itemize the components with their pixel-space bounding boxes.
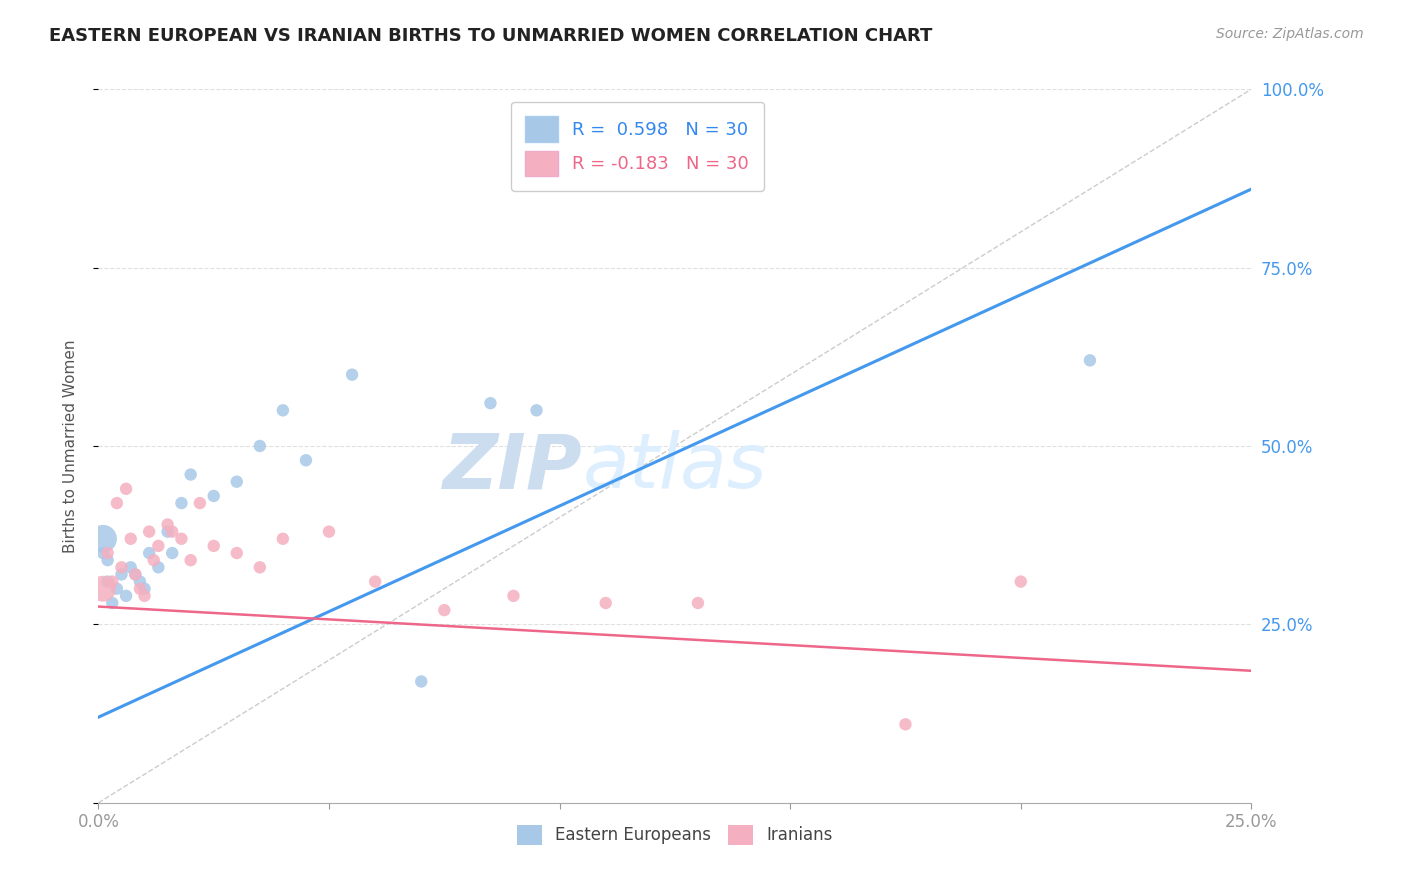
- Y-axis label: Births to Unmarried Women: Births to Unmarried Women: [63, 339, 77, 553]
- Point: [188, 496, 211, 510]
- Point: [526, 403, 548, 417]
- Point: [170, 496, 193, 510]
- Point: [115, 482, 138, 496]
- Point: [894, 717, 917, 731]
- Point: [110, 567, 132, 582]
- Point: [97, 546, 120, 560]
- Point: [148, 539, 170, 553]
- Point: [686, 596, 709, 610]
- Point: [411, 674, 433, 689]
- Point: [110, 560, 132, 574]
- Point: [664, 107, 686, 121]
- Point: [97, 553, 120, 567]
- Point: [91, 532, 114, 546]
- Point: [202, 539, 225, 553]
- Point: [364, 574, 387, 589]
- Point: [148, 560, 170, 574]
- Point: [595, 596, 617, 610]
- Point: [134, 582, 156, 596]
- Text: EASTERN EUROPEAN VS IRANIAN BIRTHS TO UNMARRIED WOMEN CORRELATION CHART: EASTERN EUROPEAN VS IRANIAN BIRTHS TO UN…: [49, 27, 932, 45]
- Point: [101, 574, 124, 589]
- Point: [120, 532, 142, 546]
- Point: [249, 439, 271, 453]
- Point: [101, 596, 124, 610]
- Point: [160, 524, 183, 539]
- Point: [105, 582, 128, 596]
- Point: [1078, 353, 1101, 368]
- Point: [91, 582, 114, 596]
- Point: [1010, 574, 1032, 589]
- Point: [502, 589, 524, 603]
- Point: [142, 553, 165, 567]
- Point: [271, 403, 294, 417]
- Text: atlas: atlas: [582, 431, 768, 504]
- Point: [160, 546, 183, 560]
- Point: [271, 532, 294, 546]
- Point: [433, 603, 456, 617]
- Point: [120, 560, 142, 574]
- Point: [156, 517, 179, 532]
- Point: [202, 489, 225, 503]
- Point: [105, 496, 128, 510]
- Point: [124, 567, 146, 582]
- Point: [595, 107, 617, 121]
- Point: [115, 589, 138, 603]
- Point: [180, 553, 202, 567]
- Point: [249, 560, 271, 574]
- Point: [134, 589, 156, 603]
- Point: [156, 524, 179, 539]
- Point: [318, 524, 340, 539]
- Point: [170, 532, 193, 546]
- Point: [479, 396, 502, 410]
- Point: [129, 574, 152, 589]
- Text: ZIP: ZIP: [443, 431, 582, 504]
- Point: [129, 582, 152, 596]
- Point: [225, 475, 247, 489]
- Point: [225, 546, 247, 560]
- Point: [138, 546, 160, 560]
- Point: [340, 368, 363, 382]
- Point: [124, 567, 146, 582]
- Text: Source: ZipAtlas.com: Source: ZipAtlas.com: [1216, 27, 1364, 41]
- Legend: Eastern Europeans, Iranians: Eastern Europeans, Iranians: [510, 818, 839, 852]
- Point: [180, 467, 202, 482]
- Point: [295, 453, 318, 467]
- Point: [97, 574, 120, 589]
- Point: [138, 524, 160, 539]
- Point: [91, 546, 114, 560]
